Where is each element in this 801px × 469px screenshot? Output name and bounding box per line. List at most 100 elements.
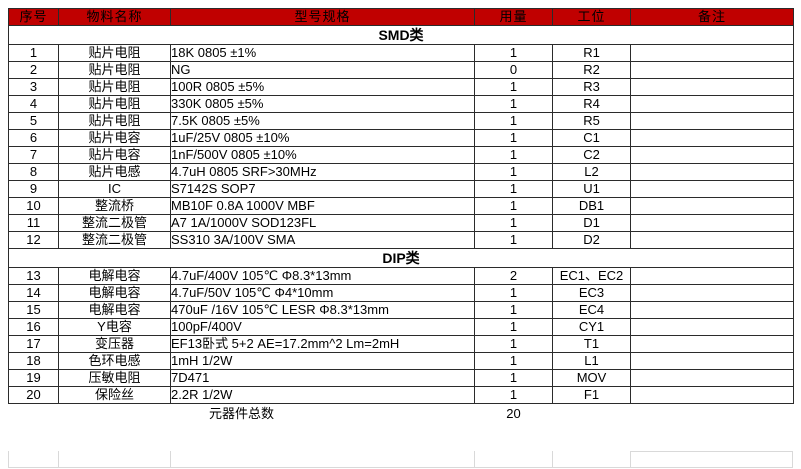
cell-name[interactable]: 电解电容 (58, 284, 171, 302)
cell-qty[interactable]: 1 (474, 180, 553, 198)
cell-spec[interactable]: S7142S SOP7 (170, 180, 475, 198)
cell-no[interactable]: 14 (8, 284, 59, 302)
cell-pos[interactable]: DB1 (552, 197, 631, 215)
table-row[interactable]: 17 变压器 EF13卧式 5+2 AE=17.2mm^2 Lm=2mH 1 T1 (8, 335, 794, 353)
cell-name[interactable]: 整流二极管 (58, 214, 171, 232)
cell-remark[interactable] (630, 61, 794, 79)
table-row[interactable]: 4 贴片电阻 330K 0805 ±5% 1 R4 (8, 95, 794, 113)
cell-name[interactable]: 保险丝 (58, 386, 171, 404)
cell-name[interactable]: 色环电感 (58, 352, 171, 370)
cell-remark[interactable] (630, 231, 794, 249)
cell-no[interactable]: 1 (8, 44, 59, 62)
cell-qty[interactable]: 1 (474, 301, 553, 319)
cell-remark[interactable] (630, 129, 794, 147)
cell-spec[interactable]: 330K 0805 ±5% (170, 95, 475, 113)
table-row[interactable]: 15 电解电容 470uF /16V 105℃ LESR Φ8.3*13mm 1 EC4 (8, 301, 794, 319)
cell-pos[interactable]: D2 (552, 231, 631, 249)
cell-spec[interactable]: 4.7uF/400V 105℃ Φ8.3*13mm (170, 267, 475, 285)
cell-spec[interactable]: NG (170, 61, 475, 79)
cell-remark[interactable] (630, 369, 794, 387)
cell-remark[interactable] (630, 78, 794, 96)
cell-no[interactable]: 3 (8, 78, 59, 96)
cell-no[interactable]: 17 (8, 335, 59, 353)
cell-spec[interactable]: MB10F 0.8A 1000V MBF (170, 197, 475, 215)
cell-spec[interactable]: SS310 3A/100V SMA (170, 231, 475, 249)
cell-name[interactable]: 贴片电容 (58, 129, 171, 147)
table-row[interactable]: 1 贴片电阻 18K 0805 ±1% 1 R1 (8, 44, 794, 62)
cell-qty[interactable]: 1 (474, 112, 553, 130)
cell-spec[interactable]: 100pF/400V (170, 318, 475, 336)
cell-name[interactable]: 贴片电阻 (58, 95, 171, 113)
cell-spec[interactable]: A7 1A/1000V SOD123FL (170, 214, 475, 232)
cell-spec[interactable]: EF13卧式 5+2 AE=17.2mm^2 Lm=2mH (170, 335, 475, 353)
cell-name[interactable]: 压敏电阻 (58, 369, 171, 387)
table-row[interactable]: 8 贴片电感 4.7uH 0805 SRF>30MHz 1 L2 (8, 163, 794, 181)
cell-remark[interactable] (630, 44, 794, 62)
cell-pos[interactable]: L1 (552, 352, 631, 370)
cell-remark[interactable] (630, 301, 794, 319)
cell-name[interactable]: 整流二极管 (58, 231, 171, 249)
cell-qty[interactable]: 1 (474, 352, 553, 370)
table-row[interactable]: 5 贴片电阻 7.5K 0805 ±5% 1 R5 (8, 112, 794, 130)
cell-name[interactable]: 变压器 (58, 335, 171, 353)
column-header-remark[interactable]: 备注 (630, 8, 794, 26)
table-row[interactable]: 12 整流二极管 SS310 3A/100V SMA 1 D2 (8, 231, 794, 249)
cell-qty[interactable]: 1 (474, 214, 553, 232)
cell-no[interactable]: 20 (8, 386, 59, 404)
cell-qty[interactable]: 1 (474, 369, 553, 387)
table-row[interactable]: 20 保险丝 2.2R 1/2W 1 F1 (8, 386, 794, 404)
cell-remark[interactable] (630, 163, 794, 181)
cell-no[interactable]: 4 (8, 95, 59, 113)
cell-remark[interactable] (630, 197, 794, 215)
cell-no[interactable]: 6 (8, 129, 59, 147)
cell-spec[interactable]: 18K 0805 ±1% (170, 44, 475, 62)
cell-qty[interactable]: 1 (474, 231, 553, 249)
cell-pos[interactable]: C1 (552, 129, 631, 147)
cell-pos[interactable]: R4 (552, 95, 631, 113)
cell-remark[interactable] (630, 284, 794, 302)
cell-spec[interactable]: 100R 0805 ±5% (170, 78, 475, 96)
table-row[interactable]: 6 贴片电容 1uF/25V 0805 ±10% 1 C1 (8, 129, 794, 147)
cell-spec[interactable]: 1uF/25V 0805 ±10% (170, 129, 475, 147)
cell-no[interactable]: 15 (8, 301, 59, 319)
cell-pos[interactable]: EC3 (552, 284, 631, 302)
cell-name[interactable]: 贴片电容 (58, 146, 171, 164)
cell-name[interactable]: 贴片电感 (58, 163, 171, 181)
cell-no[interactable]: 5 (8, 112, 59, 130)
cell-spec[interactable]: 4.7uF/50V 105℃ Φ4*10mm (170, 284, 475, 302)
cell-pos[interactable]: EC1、EC2 (552, 267, 631, 285)
cell-qty[interactable]: 1 (474, 129, 553, 147)
cell-remark[interactable] (630, 112, 794, 130)
table-row[interactable]: 11 整流二极管 A7 1A/1000V SOD123FL 1 D1 (8, 214, 794, 232)
cell-no[interactable]: 19 (8, 369, 59, 387)
cell-qty[interactable]: 1 (474, 78, 553, 96)
cell-spec[interactable]: 7.5K 0805 ±5% (170, 112, 475, 130)
cell-remark[interactable] (630, 146, 794, 164)
cell-pos[interactable]: F1 (552, 386, 631, 404)
cell-name[interactable]: 贴片电阻 (58, 78, 171, 96)
cell-qty[interactable]: 1 (474, 386, 553, 404)
cell-remark[interactable] (630, 352, 794, 370)
cell-spec[interactable]: 470uF /16V 105℃ LESR Φ8.3*13mm (170, 301, 475, 319)
cell-name[interactable]: 电解电容 (58, 301, 171, 319)
cell-no[interactable]: 12 (8, 231, 59, 249)
cell-qty[interactable]: 1 (474, 197, 553, 215)
cell-pos[interactable]: C2 (552, 146, 631, 164)
cell-spec[interactable]: 7D471 (170, 369, 475, 387)
cell-remark[interactable] (630, 386, 794, 404)
cell-remark[interactable] (630, 335, 794, 353)
table-row[interactable]: 7 贴片电容 1nF/500V 0805 ±10% 1 C2 (8, 146, 794, 164)
cell-name[interactable]: 贴片电阻 (58, 112, 171, 130)
cell-no[interactable]: 16 (8, 318, 59, 336)
cell-qty[interactable]: 1 (474, 335, 553, 353)
table-row[interactable]: 18 色环电感 1mH 1/2W 1 L1 (8, 352, 794, 370)
cell-name[interactable]: 贴片电阻 (58, 44, 171, 62)
cell-pos[interactable]: MOV (552, 369, 631, 387)
cell-no[interactable]: 11 (8, 214, 59, 232)
cell-spec[interactable]: 4.7uH 0805 SRF>30MHz (170, 163, 475, 181)
cell-qty[interactable]: 2 (474, 267, 553, 285)
cell-spec[interactable]: 1nF/500V 0805 ±10% (170, 146, 475, 164)
table-row[interactable]: 16 Y电容 100pF/400V 1 CY1 (8, 318, 794, 336)
column-header-pos[interactable]: 工位 (552, 8, 631, 26)
cell-pos[interactable]: R1 (552, 44, 631, 62)
